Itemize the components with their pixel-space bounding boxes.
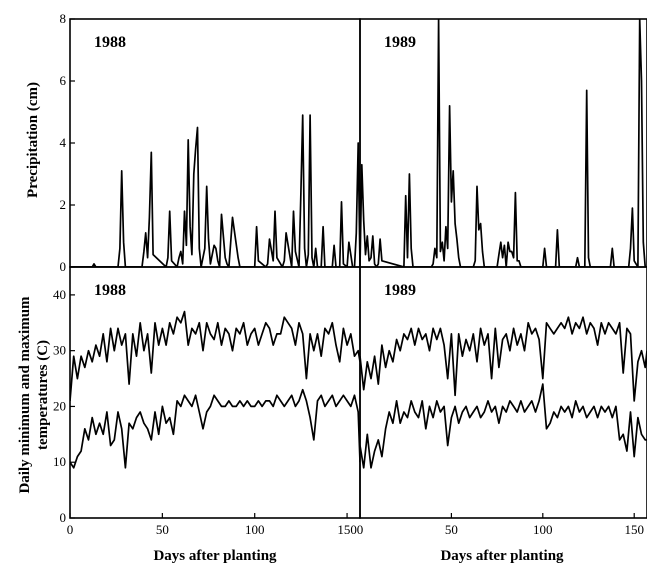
ylabel-bottom-line1-text: Daily minimum and maximum xyxy=(17,296,33,494)
y-tick-label: 4 xyxy=(60,135,67,150)
panel-bottom-right: 1989 0 50 100 150 xyxy=(357,266,647,537)
y-tick-label: 10 xyxy=(53,454,66,469)
series-line-2 xyxy=(70,388,360,469)
x-tick-label: 0 xyxy=(67,522,74,537)
x-tick-label: 50 xyxy=(445,522,458,537)
y-tick-label: 0 xyxy=(60,259,67,274)
x-tick-label: 100 xyxy=(245,522,265,537)
ylabel-bottom-line1: Daily minimum and maximum xyxy=(17,296,33,494)
ylabel-top: Precipitation (cm) xyxy=(25,82,41,198)
y-tick-label: 20 xyxy=(53,398,66,413)
series-line-1 xyxy=(70,114,360,267)
y-tick-label: 30 xyxy=(53,343,66,358)
series-line-2 xyxy=(360,383,647,469)
x-tick-label: 0 xyxy=(357,522,364,537)
y-tick-label: 40 xyxy=(53,287,66,302)
panel-top-left: 1988 0 2 4 6 8 xyxy=(60,11,361,274)
panel-title: 1989 xyxy=(384,34,416,51)
plot-frame xyxy=(359,18,647,268)
xlabel-left: Days after planting xyxy=(153,548,277,564)
series-line-1 xyxy=(360,19,647,267)
series-line-1 xyxy=(70,310,360,401)
y-tick-label: 0 xyxy=(60,510,67,525)
ylabel-bottom: Daily minimum and maximum temperatures (… xyxy=(17,296,51,494)
y-tick-label: 8 xyxy=(60,11,67,26)
y-tick-label: 2 xyxy=(60,197,67,212)
x-tick-label: 150 xyxy=(337,522,357,537)
plot-frame xyxy=(359,266,647,519)
panel-title: 1989 xyxy=(384,282,416,299)
panel-top-right: 1989 xyxy=(359,18,647,268)
plot-frame xyxy=(69,18,361,268)
panel-bottom-left: 1988 0 10 20 30 40 0 50 100 150 xyxy=(53,266,361,537)
panel-title: 1988 xyxy=(94,282,126,299)
xlabel-right: Days after planting xyxy=(440,548,564,564)
y-tick-label: 6 xyxy=(60,73,67,88)
x-tick-label: 150 xyxy=(624,522,644,537)
ylabel-bottom-line2: temperatures (C) xyxy=(35,340,51,450)
x-tick-label: 50 xyxy=(156,522,169,537)
series-line-1 xyxy=(360,316,647,402)
ylabel-bottom-line2-text: temperatures (C) xyxy=(35,340,51,450)
plot-frame xyxy=(69,266,361,519)
panel-title: 1988 xyxy=(94,34,126,51)
x-tick-label: 100 xyxy=(533,522,553,537)
